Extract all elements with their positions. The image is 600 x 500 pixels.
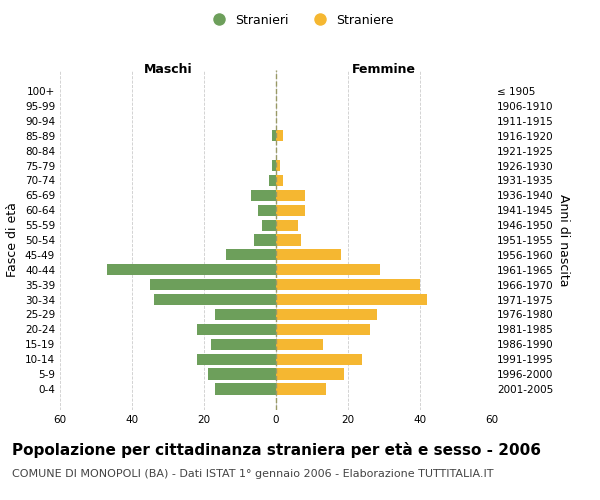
Bar — [276, 368, 344, 380]
Bar — [276, 190, 305, 201]
Bar — [262, 220, 276, 230]
Bar — [276, 234, 301, 246]
Bar — [197, 354, 276, 365]
Bar — [276, 264, 380, 276]
Bar — [107, 264, 276, 276]
Bar — [251, 190, 276, 201]
Legend: Stranieri, Straniere: Stranieri, Straniere — [202, 8, 398, 32]
Bar — [276, 204, 305, 216]
Y-axis label: Anni di nascita: Anni di nascita — [557, 194, 570, 286]
Text: Maschi: Maschi — [143, 63, 193, 76]
Bar — [226, 250, 276, 260]
Bar — [276, 175, 283, 186]
Bar — [269, 175, 276, 186]
Bar — [211, 338, 276, 350]
Bar — [215, 384, 276, 394]
Bar — [276, 384, 326, 394]
Bar — [276, 324, 370, 335]
Bar — [276, 160, 280, 171]
Bar — [272, 160, 276, 171]
Bar — [208, 368, 276, 380]
Bar — [276, 354, 362, 365]
Bar — [254, 234, 276, 246]
Bar — [276, 279, 420, 290]
Bar — [276, 338, 323, 350]
Bar — [276, 130, 283, 141]
Bar — [197, 324, 276, 335]
Text: COMUNE DI MONOPOLI (BA) - Dati ISTAT 1° gennaio 2006 - Elaborazione TUTTITALIA.I: COMUNE DI MONOPOLI (BA) - Dati ISTAT 1° … — [12, 469, 493, 479]
Bar — [150, 279, 276, 290]
Bar — [215, 309, 276, 320]
Bar — [276, 220, 298, 230]
Bar — [258, 204, 276, 216]
Bar — [276, 250, 341, 260]
Text: Femmine: Femmine — [352, 63, 416, 76]
Bar — [276, 309, 377, 320]
Bar — [272, 130, 276, 141]
Bar — [154, 294, 276, 305]
Bar — [276, 294, 427, 305]
Text: Popolazione per cittadinanza straniera per età e sesso - 2006: Popolazione per cittadinanza straniera p… — [12, 442, 541, 458]
Y-axis label: Fasce di età: Fasce di età — [7, 202, 19, 278]
